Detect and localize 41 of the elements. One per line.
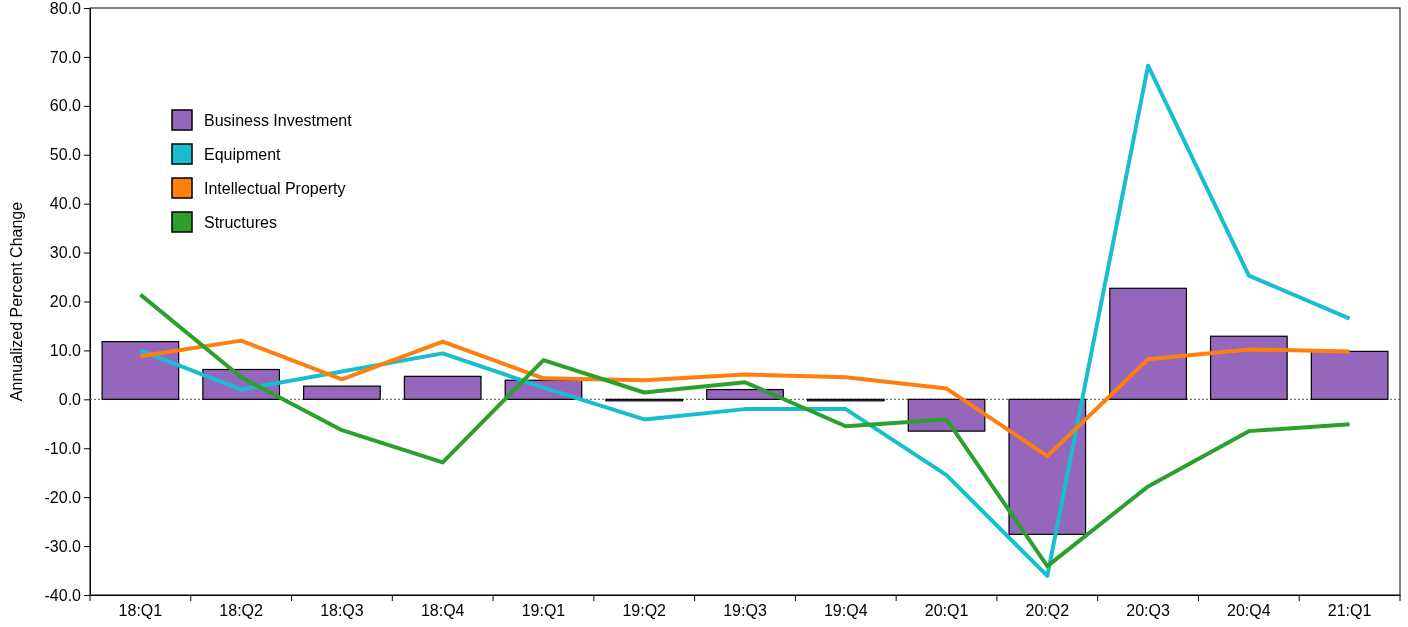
y-tick-label: 50.0: [49, 146, 82, 164]
bar: [1008, 398, 1087, 535]
bar: [1209, 335, 1288, 400]
x-tick-label: 18:Q1: [118, 601, 163, 619]
y-axis-title: Annualized Percent Change: [8, 201, 25, 402]
x-tick-label: 18:Q3: [320, 601, 364, 619]
x-tick-label: 19:Q3: [723, 601, 767, 619]
bar: [1109, 287, 1187, 400]
y-tick-label: 0.0: [58, 390, 82, 408]
y-tick-label: -10.0: [44, 439, 82, 457]
x-tick-label: 20:Q1: [924, 601, 969, 619]
y-tick-label: 40.0: [49, 195, 82, 213]
x-tick-label: 18:Q2: [219, 601, 264, 619]
legend-label: Equipment: [204, 146, 282, 163]
y-tick-label: 30.0: [49, 244, 82, 262]
y-tick-label: -30.0: [44, 537, 82, 555]
y-tick-label: -40.0: [44, 586, 82, 604]
y-tick-label: 60.0: [49, 97, 82, 115]
bar: [303, 385, 381, 400]
y-tick-label: 20.0: [49, 293, 82, 311]
line-series: [138, 338, 1352, 459]
x-tick-label: 19:Q1: [521, 601, 566, 619]
legend-label: Intellectual Property: [204, 180, 346, 197]
x-tick-label: 20:Q4: [1227, 601, 1271, 619]
x-tick-label: 19:Q2: [622, 601, 667, 619]
legend-label: Business Investment: [204, 112, 353, 129]
line-series: [138, 292, 1352, 569]
bar: [1310, 350, 1389, 400]
x-tick-label: 18:Q4: [420, 601, 465, 619]
y-tick-label: 70.0: [49, 48, 82, 66]
x-tick-label: 20:Q2: [1025, 601, 1070, 619]
line-series: [138, 63, 1352, 578]
y-tick-label: 10.0: [49, 342, 82, 360]
y-tick-label: -20.0: [44, 488, 82, 506]
x-tick-label: 20:Q3: [1126, 601, 1170, 619]
x-tick-label: 19:Q4: [823, 601, 868, 619]
y-tick-label: 80.0: [49, 0, 82, 17]
legend-label: Structures: [204, 214, 277, 231]
x-tick-label: 21:Q1: [1327, 601, 1372, 619]
bar: [403, 375, 482, 400]
bar: [101, 341, 180, 400]
